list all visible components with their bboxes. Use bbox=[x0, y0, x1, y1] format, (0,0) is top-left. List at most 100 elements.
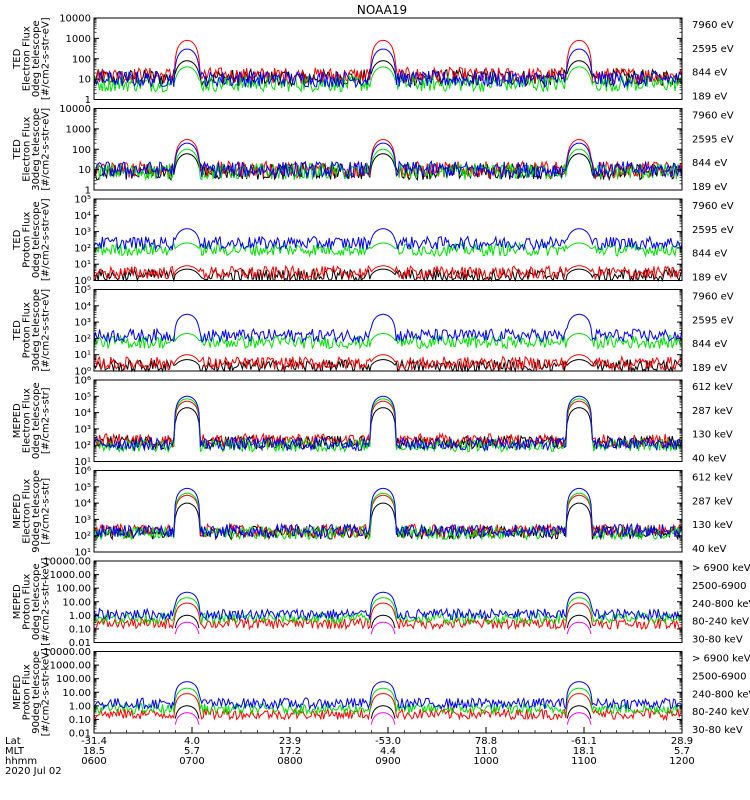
y-tick-label: 10² bbox=[74, 334, 91, 345]
x-tick-mlt: 18.1 bbox=[573, 746, 595, 757]
y-tick-label: 0.10 bbox=[69, 624, 91, 635]
y-tick-label: 10.00 bbox=[62, 688, 91, 699]
y-axis-label-line: Electron Flux bbox=[22, 388, 33, 453]
y-tick-label: 0.01 bbox=[69, 638, 91, 649]
y-tick-label: 1000.00 bbox=[50, 661, 91, 672]
y-tick-label: 0.10 bbox=[69, 715, 91, 726]
x-row-label: hhmm bbox=[5, 756, 37, 767]
y-tick-label: 10² bbox=[74, 441, 91, 452]
y-tick-label: 10⁴ bbox=[74, 301, 91, 312]
panel-meped-e-0: 10¹ 10² 10³ 10⁴ 10⁵ 10⁶ MEPEDElectron Flux0deg… bbox=[12, 376, 733, 469]
y-tick-label: 10000.00 bbox=[43, 647, 91, 658]
x-tick-time: 0600 bbox=[81, 756, 106, 767]
chart-title: NOAA19 bbox=[357, 3, 407, 17]
y-axis-label-line: Proton Flux bbox=[22, 212, 33, 268]
y-axis-label-line: Proton Flux bbox=[22, 302, 33, 358]
legend-entry: 189 eV bbox=[692, 273, 727, 284]
series-line-meped-p-0-1 bbox=[174, 614, 592, 629]
y-tick-label: 10⁰ bbox=[74, 276, 91, 287]
y-axis-label-line: Electron Flux bbox=[22, 117, 33, 182]
series-line-meped-e-90-0 bbox=[93, 502, 683, 541]
y-tick-label: 10¹ bbox=[74, 350, 91, 361]
y-axis-label: TEDProton Flux30deg telescope[#/cm2-s-st… bbox=[12, 289, 52, 372]
legend-entry: 2595 eV bbox=[692, 225, 734, 236]
y-tick-label: 100.00 bbox=[56, 674, 91, 685]
series-line-ted-p-0-2 bbox=[93, 241, 683, 258]
x-tick-time: 0900 bbox=[375, 756, 400, 767]
legend-entry: 7960 eV bbox=[692, 20, 734, 31]
panel-ted-e-0: 1 10 100 1000 10000 TEDElectron Flux0deg tele… bbox=[12, 14, 734, 107]
legend-entry: 844 eV bbox=[692, 68, 727, 79]
legend-entry: 189 eV bbox=[692, 182, 727, 193]
x-tick-lat: 23.9 bbox=[279, 736, 301, 747]
y-axis-label-line: 0deg telescope bbox=[31, 382, 42, 459]
legend-entry: 189 eV bbox=[692, 363, 727, 374]
y-axis-label-line: [#/cm2-s-str-eV] bbox=[41, 198, 52, 281]
legend-entry: 2595 eV bbox=[692, 44, 734, 55]
y-axis-label-line: 30deg telescope bbox=[31, 108, 42, 191]
y-axis-label-line: MEPED bbox=[12, 584, 23, 619]
legend-entry: 7960 eV bbox=[692, 111, 734, 122]
y-axis-label-line: [#/cm2-s-str-eV] bbox=[41, 289, 52, 372]
y-tick-label: 10⁶ bbox=[74, 376, 91, 387]
y-axis-label-line: [#/cm2-s-str-eV] bbox=[41, 17, 52, 100]
x-tick-lat: -31.4 bbox=[81, 736, 107, 747]
panel-ted-e-30: 1 10 100 1000 10000 TEDElectron Flux30deg tel… bbox=[12, 104, 734, 197]
panel-ted-p-30: 10⁰ 10¹ 10² 10³ 10⁴ 10⁵ TEDProton Flux30deg te… bbox=[12, 285, 734, 378]
y-axis-label-line: 90deg telescope bbox=[31, 651, 42, 734]
series-line-ted-p-30-1 bbox=[93, 354, 683, 372]
series-line-ted-e-0-1 bbox=[93, 39, 683, 86]
y-tick-label: 10⁰ bbox=[74, 367, 91, 378]
x-tick-time: 0800 bbox=[277, 756, 302, 767]
y-tick-label: 0.01 bbox=[69, 729, 91, 740]
x-tick-time: 1000 bbox=[473, 756, 498, 767]
x-tick-mlt: 5.7 bbox=[674, 746, 690, 757]
y-axis-label-line: 0deg telescope bbox=[31, 20, 42, 97]
y-axis-label: TEDElectron Flux30deg telescope[#/cm2-s-… bbox=[12, 108, 52, 191]
legend-entry: 287 keV bbox=[692, 496, 733, 507]
y-tick-label: 10 bbox=[78, 75, 91, 86]
legend-entry: 2500-6900 bbox=[692, 671, 747, 682]
panel-frame bbox=[93, 198, 683, 281]
legend-entry: 7960 eV bbox=[692, 292, 734, 303]
y-tick-label: 10⁴ bbox=[74, 211, 91, 222]
x-tick-time: 1100 bbox=[571, 756, 596, 767]
y-tick-label: 10⁵ bbox=[74, 392, 91, 403]
y-tick-label: 10⁴ bbox=[74, 499, 91, 510]
x-tick-lat: -53.0 bbox=[375, 736, 401, 747]
y-tick-label: 10³ bbox=[74, 424, 91, 435]
legend-entry: 7960 eV bbox=[692, 201, 734, 212]
legend-entry: 2500-6900 bbox=[692, 581, 747, 592]
y-axis-label-line: Proton Flux bbox=[22, 664, 33, 720]
y-tick-label: 10⁴ bbox=[74, 408, 91, 419]
panel-ted-p-0: 10⁰ 10¹ 10² 10³ 10⁴ 10⁵ TEDProton Flux0deg tel… bbox=[12, 195, 734, 288]
y-axis-label-line: TED bbox=[12, 320, 23, 341]
legend-entry: 287 keV bbox=[692, 406, 733, 417]
y-tick-label: 10000.00 bbox=[43, 557, 91, 568]
series-line-ted-p-0-3 bbox=[93, 228, 683, 252]
series-line-meped-e-90-1 bbox=[93, 494, 683, 540]
series-line-meped-p-0-3 bbox=[93, 597, 683, 626]
y-tick-label: 10¹ bbox=[74, 457, 91, 468]
y-tick-label: 1 bbox=[85, 186, 91, 197]
x-tick-time: 1200 bbox=[669, 756, 694, 767]
x-tick-mlt: 5.7 bbox=[184, 746, 200, 757]
y-axis-label-line: 0deg telescope bbox=[31, 563, 42, 640]
series-line-meped-e-90-3 bbox=[93, 487, 683, 540]
x-tick-time: 0700 bbox=[179, 756, 204, 767]
y-tick-label: 100.00 bbox=[56, 584, 91, 595]
series-line-ted-e-0-2 bbox=[93, 66, 683, 93]
series-line-meped-p-0-0 bbox=[174, 621, 592, 635]
y-axis-label-line: 0deg telescope bbox=[31, 201, 42, 278]
series-line-ted-e-0-0 bbox=[93, 60, 683, 88]
panel-frame bbox=[93, 379, 683, 462]
y-axis-label-line: MEPED bbox=[12, 403, 23, 438]
legend-entry: 844 eV bbox=[692, 249, 727, 260]
y-axis-label-line: TED bbox=[12, 229, 23, 250]
x-tick-lat: 78.8 bbox=[475, 736, 497, 747]
y-axis-label: MEPEDElectron Flux0deg telescope[#/cm2-s… bbox=[12, 382, 52, 459]
panel-meped-p-90: 0.010.101.0010.00100.001000.0010000.00ME… bbox=[12, 647, 750, 740]
y-tick-label: 10³ bbox=[74, 515, 91, 526]
panel-frame bbox=[93, 17, 683, 100]
